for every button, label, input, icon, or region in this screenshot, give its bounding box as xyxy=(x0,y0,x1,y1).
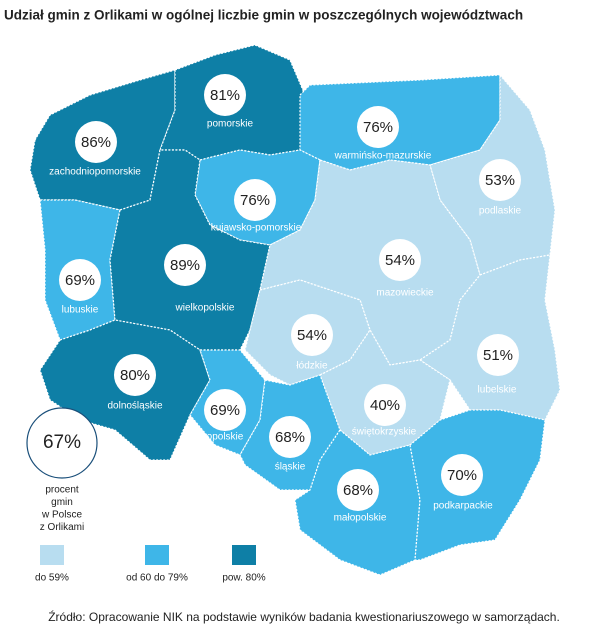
value-circle xyxy=(204,74,246,116)
region-value: 51% xyxy=(483,347,513,364)
value-circle xyxy=(441,454,483,496)
legend-label: od 60 do 79% xyxy=(126,573,188,584)
region-value: 89% xyxy=(170,257,200,274)
region-name: lubelskie xyxy=(478,385,517,396)
region-value: 68% xyxy=(343,482,373,499)
value-circle xyxy=(337,469,379,511)
value-circle xyxy=(164,244,206,286)
region-name: opolskie xyxy=(207,432,244,443)
region-name: śląskie xyxy=(275,462,306,473)
region-name: podkarpackie xyxy=(433,501,493,512)
total-circle xyxy=(26,407,98,479)
region-name: łódzkie xyxy=(296,361,328,372)
region-name: podlaskie xyxy=(479,206,522,217)
value-circle xyxy=(204,389,246,431)
region-name: mazowieckie xyxy=(376,288,434,299)
total-caption: gmin xyxy=(51,497,73,508)
region-value: 53% xyxy=(485,172,515,189)
legend-swatch xyxy=(40,545,64,565)
region-value: 40% xyxy=(370,397,400,414)
legend-swatch xyxy=(145,545,169,565)
value-circle xyxy=(477,334,519,376)
value-circle xyxy=(59,259,101,301)
region-value: 86% xyxy=(81,134,111,151)
region-value: 54% xyxy=(297,327,327,344)
title: Udział gmin z Orlikami w ogólnej liczbie… xyxy=(4,8,523,23)
value-circle xyxy=(479,159,521,201)
value-circle xyxy=(379,239,421,281)
value-circle xyxy=(75,121,117,163)
source: Źródło: Opracowanie NIK na podstawie wyn… xyxy=(48,609,560,624)
region-value: 69% xyxy=(65,272,95,289)
region-name: zachodniopomorskie xyxy=(49,167,141,178)
region-value: 70% xyxy=(447,467,477,484)
region-name: lubuskie xyxy=(62,305,99,316)
total-caption: w Polsce xyxy=(41,510,82,521)
region-name: małopolskie xyxy=(334,513,387,524)
total-caption: procent xyxy=(45,485,79,496)
region-name: kujawsko-pomorskie xyxy=(211,223,302,234)
region-value: 81% xyxy=(210,87,240,104)
value-circle xyxy=(114,354,156,396)
region-name: dolnośląskie xyxy=(107,401,162,412)
region-name: warmińsko-mazurskie xyxy=(334,151,432,162)
legend-label: do 59% xyxy=(35,573,69,584)
region-name: świętokrzyskie xyxy=(352,427,417,438)
region-value: 76% xyxy=(363,119,393,136)
region xyxy=(259,159,481,366)
total-caption: z Orlikami xyxy=(40,522,84,533)
region-value: 76% xyxy=(240,192,270,209)
region-value: 80% xyxy=(120,367,150,384)
value-circle xyxy=(291,314,333,356)
value-circle xyxy=(357,106,399,148)
legend-swatch xyxy=(232,545,256,565)
region-value: 54% xyxy=(385,252,415,269)
value-circle xyxy=(269,416,311,458)
region-value: 68% xyxy=(275,429,305,446)
value-circle xyxy=(234,179,276,221)
region-name: pomorskie xyxy=(207,119,254,130)
region-value: 69% xyxy=(210,402,240,419)
total-value: 67% xyxy=(43,432,81,453)
value-circle xyxy=(364,384,406,426)
legend-label: pow. 80% xyxy=(222,573,265,584)
region-name: wielkopolskie xyxy=(175,303,235,314)
